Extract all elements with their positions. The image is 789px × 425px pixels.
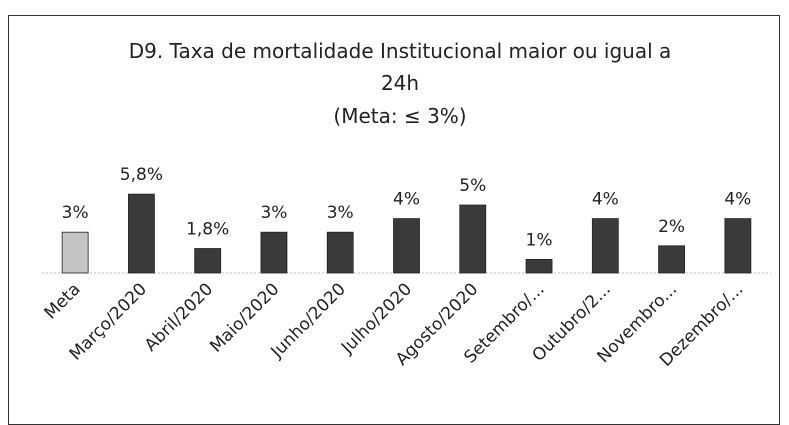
data-label: 4% (393, 190, 420, 210)
data-label: 5,8% (120, 165, 163, 185)
data-label: 4% (592, 190, 619, 210)
data-label: 1% (526, 230, 553, 250)
chart-subtitle: (Meta: ≤ 3%) (333, 104, 467, 128)
bar (658, 245, 685, 274)
data-label: 2% (658, 217, 685, 237)
data-label: 3% (327, 203, 354, 223)
data-label: 3% (260, 203, 287, 223)
bar (591, 218, 619, 274)
x-tick-label: Abril/2020 (141, 279, 217, 355)
bar (326, 231, 354, 274)
data-label: 1,8% (186, 220, 229, 240)
x-tick-label: Meta (41, 279, 85, 323)
bar (724, 218, 752, 274)
data-label: 4% (724, 190, 751, 210)
chart: 3%Meta5,8%Março/20201,8%Abril/20203%Maio… (41, 165, 771, 371)
bar (61, 231, 89, 274)
bar (260, 231, 288, 274)
bar (128, 193, 155, 274)
bar (525, 258, 553, 274)
data-label: 5% (459, 176, 486, 196)
bar (194, 248, 222, 274)
chart-title: D9. Taxa de mortalidade Institucional ma… (128, 39, 672, 95)
bar (393, 218, 420, 274)
data-label: 3% (62, 203, 89, 223)
page: D9. Taxa de mortalidade Institucional ma… (8, 15, 780, 425)
bar (459, 204, 487, 274)
